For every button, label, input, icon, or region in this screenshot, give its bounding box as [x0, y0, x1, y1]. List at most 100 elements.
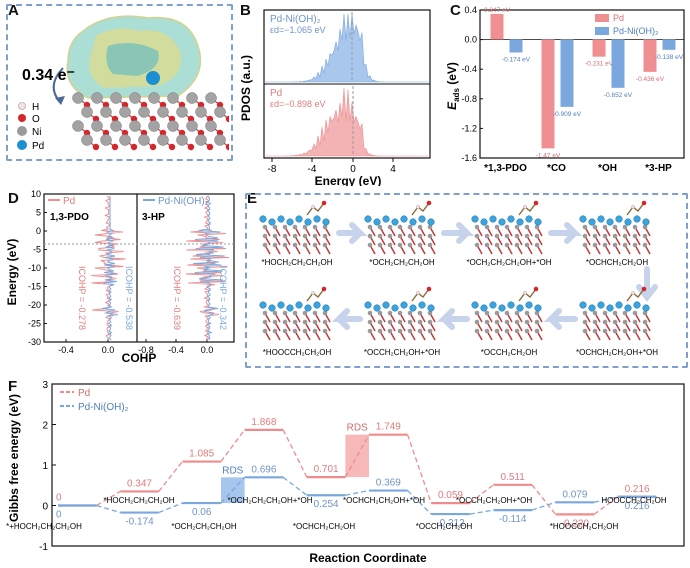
- bottom-state-label: *+HOCH₂CH₂CH₂OH: [6, 522, 82, 531]
- bottom-state-label: *OCH₂CH₂CH₂OH: [171, 522, 237, 531]
- bottom-state-label: *OCH₂CH₂CH₂OH+*OH: [227, 496, 312, 505]
- bar: [611, 39, 625, 88]
- energy-value-label: 0.216: [625, 484, 650, 495]
- panel-c-letter: C: [450, 2, 461, 19]
- energy-connector: [406, 434, 432, 504]
- charge-density-isosurface: [66, 15, 202, 99]
- svg-text:Energy (eV): Energy (eV): [315, 174, 382, 186]
- pathway-state-label: *OCCH₂CH₂OH: [481, 348, 538, 357]
- y-tick-label: 5: [36, 208, 41, 218]
- category-label: *3-HP: [645, 163, 672, 174]
- y-tick-label: 0: [42, 502, 48, 513]
- panel-b-pdos: PDOS (a.u.) Pd-Ni(OH)₂ εd=−1.065 eV Pd ε…: [239, 9, 431, 186]
- energy-connector: [407, 490, 432, 515]
- svg-text:-8: -8: [268, 164, 277, 175]
- panel-a-frame: [6, 4, 233, 161]
- panel-b-letter: B: [240, 2, 251, 19]
- bottom-state-label: HOOCCH₂CH₂OH: [601, 496, 667, 505]
- pathway-state-label: *OCH₂CH₂CH₂OH+*OH: [466, 258, 551, 267]
- x-tick-label: -0.4: [168, 345, 184, 355]
- catalyst-slab: [259, 286, 331, 341]
- panel-f-legend: Pd Pd-Ni(OH)₂: [60, 388, 129, 413]
- energy-connector: [158, 461, 183, 492]
- svg-text:COHP: COHP: [122, 351, 157, 364]
- bottom-state-label: *HOOCCH₂CH₂OH: [550, 522, 619, 531]
- pathway-arrow: [543, 308, 578, 330]
- catalyst-slab: [364, 200, 436, 255]
- pathway-arrow: [331, 308, 363, 330]
- rds-label: RDS: [222, 465, 243, 476]
- energy-value-label: 1.085: [189, 449, 214, 460]
- energy-value-label: 0.059: [438, 490, 463, 501]
- svg-text:εd=−1.065 eV: εd=−1.065 eV: [270, 25, 326, 35]
- y-tick-label: 0.4: [464, 6, 477, 15]
- energy-value-label: 0.06: [192, 507, 212, 518]
- charge-label: 0.34 e⁻: [22, 67, 75, 84]
- energy-value-label: -0.212: [436, 518, 465, 529]
- x-tick-label: -0.4: [58, 345, 74, 355]
- bar-value-label: -0.652 eV: [604, 92, 633, 99]
- svg-text:1,3-PDO: 1,3-PDO: [50, 212, 89, 223]
- svg-text:PDOS (a.u.): PDOS (a.u.): [239, 55, 253, 121]
- bar: [509, 39, 523, 53]
- y-tick-label: 0: [36, 226, 41, 236]
- bar: [662, 39, 676, 50]
- rds-label: RDS: [347, 423, 368, 434]
- catalyst-slab: [364, 286, 436, 341]
- svg-text:Eads (eV): Eads (eV): [445, 62, 461, 110]
- svg-text:H: H: [32, 102, 39, 113]
- y-tick-label: -5: [33, 245, 41, 255]
- x-tick-label: -0.8: [138, 345, 154, 355]
- energy-value-label: 0.511: [501, 472, 526, 483]
- energy-connector: [594, 496, 618, 503]
- catalyst-slab: [471, 200, 543, 255]
- bar-value-label: -1.47 eV: [536, 152, 561, 159]
- pathway-state-label: *HOCH₂CH₂CH₂OH: [261, 258, 332, 267]
- bottom-state-label: *HOCH₂CH₂CH₂OH: [103, 496, 174, 505]
- energy-connector: [96, 504, 121, 514]
- catalyst-slab: [259, 200, 331, 255]
- pathway-state-label: *OCH₂CH₂CH₂OH: [369, 258, 435, 267]
- energy-connector: [345, 489, 370, 496]
- bottom-state-label: *OCHCH₂CH₂OH: [293, 522, 355, 531]
- bar: [643, 39, 657, 72]
- panel-e-frame: [245, 193, 688, 368]
- energy-value-label: -0.220: [561, 518, 590, 529]
- svg-text:Pd-Ni(OH)₂: Pd-Ni(OH)₂: [270, 14, 321, 25]
- pathway-arrow: [636, 266, 658, 302]
- panel-a-letter: A: [8, 2, 19, 19]
- energy-connector: [469, 509, 494, 515]
- bar: [592, 39, 606, 57]
- energy-value-label: 0: [56, 510, 62, 521]
- category-label: *1,3-PDO: [484, 163, 527, 174]
- panel-e-pathway: *HOCH₂CH₂CH₂OH *OCH₂CH₂CH₂OH *OCH₂CH₂CH₂OH…: [259, 200, 658, 357]
- energy-value-label: 0.254: [314, 499, 339, 510]
- catalyst-slab: [579, 200, 651, 255]
- legend-label: Pd: [613, 13, 624, 23]
- x-tick-label: 0.0: [102, 345, 115, 355]
- category-label: *CO: [547, 163, 566, 174]
- energy-connector: [469, 484, 494, 504]
- panel-c-adsorption-chart: Eads (eV) 0.4 0.0 -0.4 -0.8 -1.2 -1.6 *1,3-PD…: [445, 6, 685, 174]
- bar-value-label: -0.138 eV: [655, 54, 684, 61]
- bar-value-label: -0.436 eV: [636, 76, 665, 83]
- svg-text:ICOHP = -0.639: ICOHP = -0.639: [172, 266, 182, 330]
- energy-connector: [531, 501, 556, 511]
- energy-connector: [282, 476, 308, 496]
- pathway-arrow: [441, 222, 475, 244]
- bottom-state-label: *OCCH₂CH₂OH+*OH: [456, 496, 532, 505]
- y-tick-label: 1: [42, 461, 48, 472]
- energy-connector: [593, 496, 619, 515]
- svg-text:Pd: Pd: [63, 196, 75, 207]
- energy-connector: [344, 434, 370, 478]
- y-tick-label: 0.0: [464, 35, 477, 45]
- panel-d-cohp: Energy (eV) 10 5 0 -5 -10 -15 -20 -25 -30 -0.4 0.0…: [5, 190, 235, 364]
- pathway-arrow: [436, 308, 470, 330]
- energy-connector: [220, 476, 246, 504]
- svg-text:ICOHP = -0.342: ICOHP = -0.342: [218, 266, 228, 330]
- svg-text:Pd: Pd: [270, 88, 282, 99]
- y-tick-label: -10: [28, 263, 41, 273]
- legend-label: Pd: [78, 388, 90, 399]
- svg-text:0: 0: [350, 164, 356, 175]
- svg-text:ICOHP = -0.538: ICOHP = -0.538: [124, 266, 134, 330]
